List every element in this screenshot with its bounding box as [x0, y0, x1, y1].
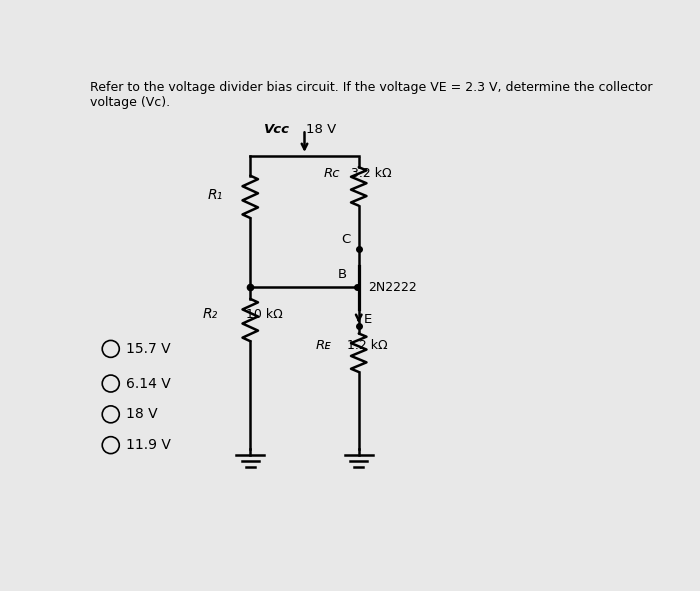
Text: E: E	[363, 313, 372, 326]
Text: R₁: R₁	[208, 188, 223, 202]
Text: 18 V: 18 V	[306, 124, 336, 137]
Text: 10 kΩ: 10 kΩ	[246, 308, 283, 321]
Text: 15.7 V: 15.7 V	[126, 342, 171, 356]
Text: C: C	[341, 233, 350, 246]
Text: B: B	[338, 268, 347, 281]
Text: 11.9 V: 11.9 V	[126, 438, 171, 452]
Text: Rc: Rc	[324, 167, 340, 180]
Text: Rᴇ: Rᴇ	[316, 339, 332, 352]
Text: Vcc: Vcc	[264, 124, 290, 137]
Text: 2N2222: 2N2222	[368, 281, 416, 294]
Text: 6.14 V: 6.14 V	[126, 376, 171, 391]
Text: 18 V: 18 V	[126, 407, 158, 421]
Text: 3.2 kΩ: 3.2 kΩ	[351, 167, 391, 180]
Text: 1.2 kΩ: 1.2 kΩ	[347, 339, 388, 352]
Text: R₂: R₂	[202, 307, 218, 321]
Text: Refer to the voltage divider bias circuit. If the voltage VE = 2.3 V, determine : Refer to the voltage divider bias circui…	[90, 81, 652, 109]
